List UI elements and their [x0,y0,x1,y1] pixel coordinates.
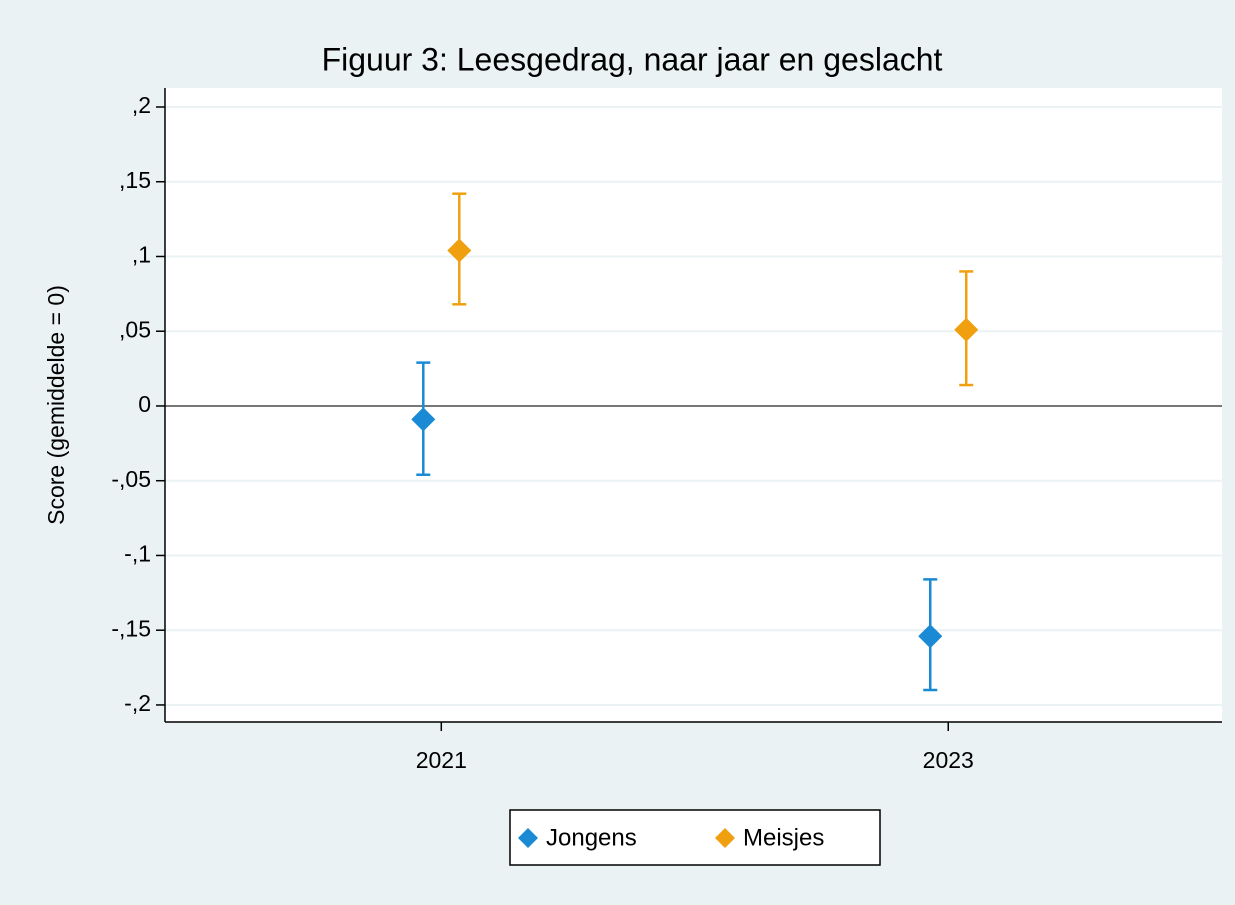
y-tick-label: ,2 [132,92,151,118]
point [954,317,979,342]
y-tick-label: ,1 [132,242,151,268]
x-tick-label: 2021 [416,747,467,773]
point [918,624,943,649]
y-tick-label: -,15 [111,615,151,641]
legend-label: Jongens [546,824,637,851]
y-tick-label: ,05 [119,316,151,342]
legend-box [509,809,881,866]
y-tick-label: -,1 [124,541,151,567]
point [411,407,436,432]
point [447,238,472,263]
y-axis-label: Score (gemiddelde = 0) [43,285,69,525]
y-tick-label: -,2 [124,690,151,716]
chart-title: Figuur 3: Leesgedrag, naar jaar en gesla… [322,41,943,77]
x-tick-label: 2023 [923,747,974,773]
y-tick-label: 0 [138,391,151,417]
legend-label: Meisjes [743,824,824,851]
legend-marker [715,828,735,848]
y-tick-label: ,15 [119,167,151,193]
y-tick-label: -,05 [111,466,151,492]
legend-marker [518,828,538,848]
